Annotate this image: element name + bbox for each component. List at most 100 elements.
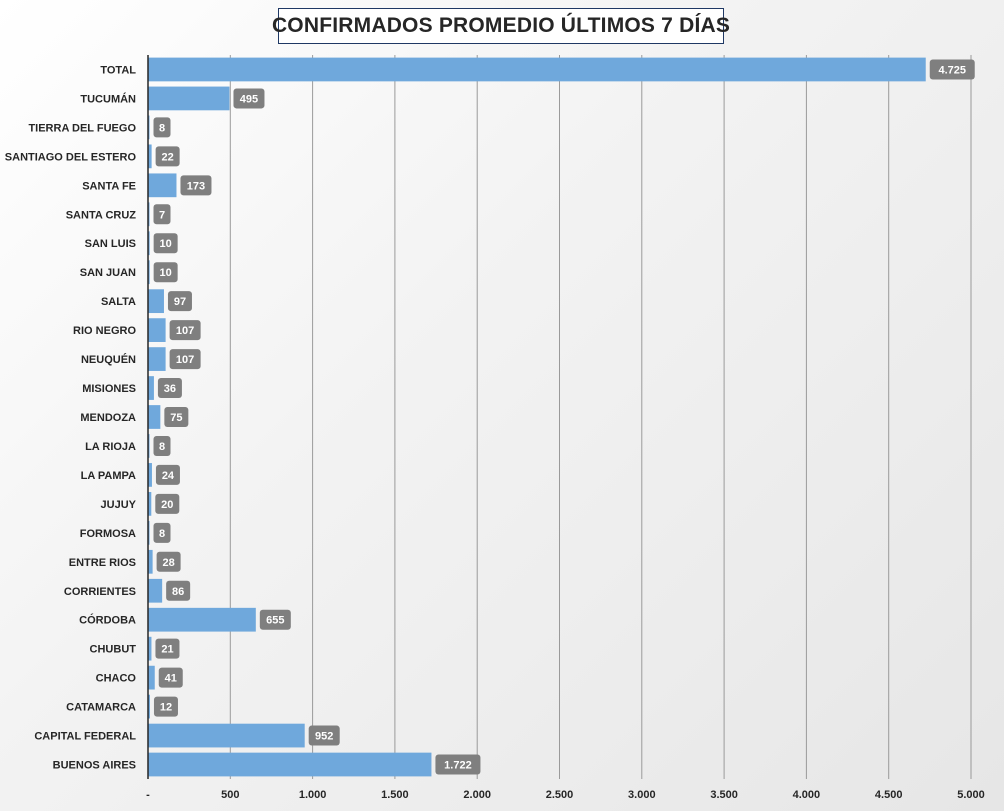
data-label-value: 8 [159,528,165,540]
data-label-box [153,233,178,254]
data-label: 41 [158,667,183,688]
data-label-box [164,407,189,427]
category-label: SANTIAGO DEL ESTERO [5,151,137,163]
category-label: LA RIOJA [85,441,136,453]
data-label: 20 [155,493,180,514]
data-label-box [157,378,182,399]
bar [148,607,256,632]
data-label: 28 [156,551,181,572]
bar [148,549,153,574]
bar [148,665,155,690]
data-label: 86 [166,580,191,601]
x-tick-label: 3.500 [710,789,738,801]
data-label-value: 21 [161,644,173,656]
data-label-box [155,493,180,514]
data-label-value: 7 [159,209,165,221]
x-tick-label: 4.000 [793,789,821,801]
category-label: ENTRE RIOS [69,557,136,569]
category-label: RIO NEGRO [73,325,136,337]
x-tick-label: 1.000 [299,789,327,801]
bar [148,376,154,400]
bar [148,86,230,111]
data-label-value: 107 [176,325,194,337]
x-tick-label: - [146,789,150,801]
data-label-value: 24 [162,470,175,482]
category-label: JUJUY [101,499,137,511]
bar [148,723,305,748]
category-label: CAPITAL FEDERAL [34,731,136,743]
x-tick-label: 5.000 [957,789,985,801]
data-label-value: 8 [159,122,165,134]
data-label: 655 [259,609,291,630]
bar [148,636,152,661]
chart-title-box: CONFIRMADOS PROMEDIO ÚLTIMOS 7 DÍAS [272,8,730,44]
data-label: 22 [155,146,180,167]
x-tick-label: 4.500 [875,789,903,801]
data-label: 36 [157,378,182,399]
data-label: 173 [180,175,212,196]
data-label-value: 1.722 [444,760,472,772]
data-label-value: 10 [160,267,172,279]
x-tick-label: 2.000 [463,789,491,801]
data-label-value: 107 [176,354,194,366]
data-label-value: 4.725 [938,64,966,76]
bar [148,144,152,169]
category-label: CHUBUT [90,644,137,656]
category-label: TIERRA DEL FUEGO [28,122,136,134]
data-label-box [155,638,180,659]
data-label-value: 97 [174,296,186,308]
data-label-value: 952 [315,731,333,743]
bar [148,318,166,342]
data-label-box [153,435,171,456]
data-label-value: 655 [266,615,284,627]
data-label: 952 [308,725,340,746]
data-label-box [155,464,180,485]
data-label-box [153,117,171,138]
gridlines [229,55,972,779]
data-label-box [166,580,191,601]
data-label-box [169,320,201,341]
bars [148,57,926,777]
category-label: NEUQUÉN [81,353,136,366]
category-label: CHACO [96,673,137,685]
data-label-box [180,175,212,196]
data-label: 10 [153,233,178,254]
category-labels: TOTAL TUCUMÁN TIERRA DEL FUEGO SANTIAGO DEL… [5,64,137,771]
x-axis-ticks: - 500 1.000 1.500 2.000 2.500 3.000 3.500 4.000 4… [146,789,985,801]
bar [148,231,150,256]
category-label: TUCUMÁN [80,92,136,105]
data-label-box [308,725,340,746]
data-label-box [435,754,481,775]
category-label: MENDOZA [80,412,136,424]
data-label-value: 8 [159,441,165,453]
data-label-box [153,696,178,717]
data-label-value: 28 [162,557,174,569]
x-tick-label: 2.500 [546,789,574,801]
bar [148,492,152,516]
data-label: 107 [169,349,201,370]
data-label-value: 10 [160,238,172,250]
bar [148,463,152,487]
category-label: SANTA CRUZ [66,209,137,221]
data-label: 97 [167,291,192,312]
bar [148,405,161,429]
data-label-box [158,667,183,688]
category-label: CORRIENTES [64,586,136,598]
data-label-value: 20 [161,499,173,511]
data-label: 7 [153,204,171,225]
x-tick-label: 3.000 [628,789,656,801]
category-label: MISIONES [82,383,136,395]
category-label: SAN LUIS [85,238,136,250]
data-label: 8 [153,522,171,543]
data-label-value: 495 [240,93,258,105]
data-label-box [153,204,171,225]
x-tick-label: 1.500 [381,789,409,801]
data-label: 75 [164,407,189,427]
bar [148,347,166,371]
category-label: LA PAMPA [81,470,136,482]
bar [148,578,163,603]
data-label-value: 41 [165,673,177,685]
data-label: 21 [155,638,180,659]
category-label: SALTA [101,296,136,308]
